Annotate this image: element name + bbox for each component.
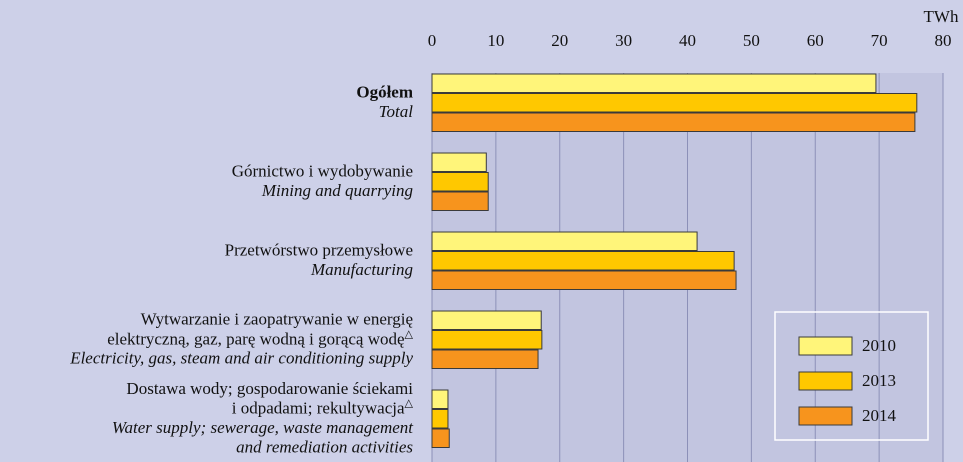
- category-label: Manufacturing: [310, 260, 413, 279]
- category-label: Górnictwo i wydobywanie: [232, 161, 413, 180]
- bar: [431, 191, 489, 211]
- x-tick-label: 70: [871, 31, 888, 50]
- x-tick-label: 80: [935, 31, 952, 50]
- bar: [431, 428, 450, 448]
- bar: [431, 330, 543, 350]
- bar: [431, 251, 735, 271]
- bar: [431, 409, 449, 429]
- legend-label: 2014: [862, 406, 897, 425]
- legend-swatch: [798, 371, 853, 391]
- legend-label: 2013: [862, 371, 896, 390]
- x-tick-label: 50: [743, 31, 760, 50]
- legend-box: [774, 311, 929, 441]
- bar: [431, 172, 489, 192]
- bar: [431, 112, 916, 132]
- category-label: Total: [379, 102, 414, 121]
- bar: [431, 270, 737, 290]
- legend-swatch: [798, 336, 853, 356]
- bar: [431, 310, 542, 330]
- category-label: Wytwarzanie i zaopatrywanie w energię: [141, 310, 413, 329]
- bar: [431, 73, 877, 93]
- legend-label: 2010: [862, 336, 896, 355]
- category-label: Water supply; sewerage, waste management: [112, 418, 414, 437]
- category-label: Electricity, gas, steam and air conditio…: [69, 349, 413, 368]
- x-axis-label: TWh: [924, 7, 959, 26]
- legend-swatch: [798, 406, 853, 426]
- category-label: Przetwórstwo przemysłowe: [225, 240, 413, 259]
- category-label: and remediation activities: [236, 437, 413, 456]
- category-label: Ogółem: [356, 82, 413, 101]
- x-tick-label: 0: [428, 31, 437, 50]
- x-tick-label: 20: [551, 31, 568, 50]
- category-label: Dostawa wody; gospodarowanie ściekami: [126, 379, 413, 398]
- category-label: elektryczną, gaz, parę wodną i gorącą wo…: [107, 328, 413, 348]
- bar: [431, 231, 698, 251]
- x-tick-label: 60: [807, 31, 824, 50]
- bar: [431, 152, 487, 172]
- bar: [431, 93, 918, 113]
- x-tick-label: 30: [615, 31, 632, 50]
- x-tick-label: 40: [679, 31, 696, 50]
- bar: [431, 389, 449, 409]
- category-label: i odpadami; rekultywacja△: [232, 397, 414, 417]
- category-label: Mining and quarrying: [261, 181, 413, 200]
- bar: [431, 349, 539, 369]
- x-tick-label: 10: [487, 31, 504, 50]
